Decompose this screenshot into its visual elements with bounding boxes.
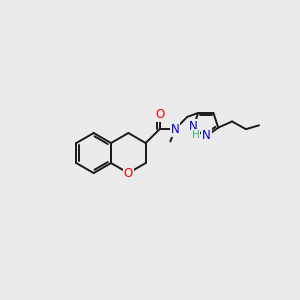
Text: N: N xyxy=(171,123,179,136)
Text: N: N xyxy=(202,129,211,142)
Text: O: O xyxy=(155,108,164,121)
Text: N: N xyxy=(189,120,198,134)
Text: O: O xyxy=(124,167,133,180)
Text: H: H xyxy=(192,130,200,140)
